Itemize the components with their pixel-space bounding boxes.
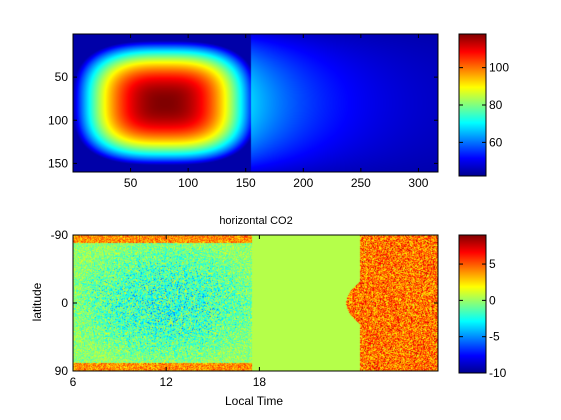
- top-plot-frame: [72, 33, 439, 173]
- y-tick-label: 0: [61, 296, 68, 310]
- y-tick-label: 100: [48, 113, 68, 127]
- bottom-colorbar-ticks: 5 0 -5 -10: [459, 257, 507, 380]
- bottom-xlabel: Local Time: [225, 394, 283, 408]
- bottom-x-ticks: 6 12 18: [70, 235, 267, 389]
- top-colorbar: 60 80 100: [458, 33, 509, 177]
- colorbar-tick-label: 100: [489, 61, 509, 75]
- bottom-heatmap: [73, 235, 438, 371]
- bottom-ylabel: latitude: [30, 282, 44, 321]
- y-tick-label: 150: [48, 156, 68, 170]
- top-colorbar-gradient: [458, 33, 487, 177]
- x-tick-label: 200: [293, 176, 313, 190]
- x-tick-label: 6: [70, 375, 77, 389]
- bottom-title: horizontal CO2: [219, 215, 292, 227]
- colorbar-tick-label: -10: [489, 366, 507, 380]
- x-tick-label: 50: [124, 176, 138, 190]
- x-tick-label: 18: [253, 375, 267, 389]
- colorbar-tick-label: 60: [489, 135, 503, 149]
- colorbar-tick-label: -5: [489, 330, 500, 344]
- y-tick-label: 90: [55, 364, 69, 378]
- x-tick-label: 250: [351, 176, 371, 190]
- top-colorbar-ticks: 60 80 100: [459, 61, 509, 149]
- y-tick-label: 50: [55, 70, 69, 84]
- y-tick-label: -90: [51, 228, 69, 242]
- x-tick-label: 300: [408, 176, 428, 190]
- x-tick-label: 100: [178, 176, 198, 190]
- top-heatmap: [73, 34, 438, 172]
- colorbar-tick-label: 0: [489, 293, 496, 307]
- bottom-y-ticks: -90 0 90: [51, 228, 438, 378]
- x-tick-label: 150: [236, 176, 256, 190]
- x-tick-label: 12: [160, 375, 174, 389]
- colorbar-tick-label: 5: [489, 257, 496, 271]
- top-x-ticks: 50 100 150 200 250 300: [124, 34, 429, 190]
- bottom-colorbar: 5 0 -5 -10: [458, 234, 507, 380]
- top-plot: 50 100 150 200 250 300 50 100 150: [48, 33, 439, 190]
- top-y-ticks: 50 100 150: [48, 70, 438, 170]
- bottom-colorbar-gradient: [458, 234, 487, 374]
- colorbar-tick-label: 80: [489, 98, 503, 112]
- bottom-plot: horizontal CO2 6 12 18 -90 0 90 Local Time l…: [30, 215, 439, 408]
